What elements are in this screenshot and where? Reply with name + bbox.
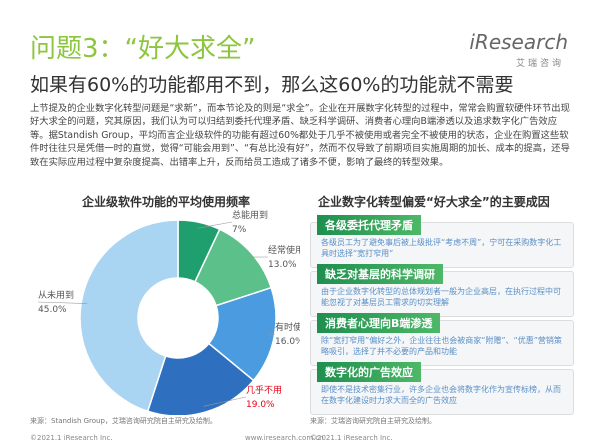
slice-value: 19.0% (246, 400, 275, 410)
donut-chart: 总能用到 7% 经常使用 13.0% 有时使用 16.0% 几乎不用 19.0% 从未用到 45.… (37, 209, 300, 415)
slice-value: 13.0% (268, 260, 297, 270)
cause-card: 各级委托代理矛盾各级员工为了避免事后被上级批评“考虑不周”，宁可在采购数字化工具… (310, 215, 574, 268)
slice-value: 7% (232, 225, 247, 235)
subtitle: 如果有60%的功能都用不到，那么这60%的功能就不需要 (30, 74, 514, 96)
slice-label: 从未用到 (38, 289, 74, 301)
body-text: 上节提及的企业数字化转型问题是“求新”，而本节论及的则是“求全”。企业在开展数字… (30, 103, 570, 168)
leader-line (268, 333, 276, 336)
cause-card: 数字化的广告效应即使不是技术密集行业，许多企业也会将数字化作为宣传标榜，从而在数… (310, 362, 574, 415)
logo-subtitle: 艾瑞咨询 (515, 59, 564, 69)
chart-source: 来源：Standish Group，艾瑞咨询研究院自主研究及绘制。 (30, 417, 217, 425)
slice-label: 有时使用 (275, 321, 300, 333)
footer-center: www.iresearch.com.cn (245, 434, 324, 442)
donut-slice (79, 219, 179, 413)
footer-left: ©2021.1 iResearch Inc. (30, 434, 113, 442)
cause-card: 缺乏对基层的科学调研由于企业数字化转型的总体规划者一般为企业高层，在执行过程中可… (310, 264, 574, 317)
cause-text: 由于企业数字化转型的总体规划者一般为企业高层，在执行过程中可能忽视了对基层员工需… (321, 287, 561, 307)
leader-line (203, 396, 247, 407)
cause-card: 消费者心理向B端渗透除“宽打窄用”偏好之外，企业往往也会被商家“附赠”、“优惠”… (310, 313, 574, 366)
slice-value: 16.0% (275, 337, 300, 347)
slice-label: 几乎不用 (246, 385, 282, 396)
slice-label: 经常使用 (268, 244, 300, 256)
donut-slice (146, 342, 255, 415)
leader-line (37, 301, 88, 304)
slice-label: 总能用到 (232, 209, 268, 221)
leader-line (198, 221, 233, 229)
logo: iResearch (469, 30, 568, 54)
cause-text: 各级员工为了避免事后被上级批评“考虑不周”，宁可在采购数字化工具时选择“宽打窄用… (321, 238, 562, 258)
slice-value: 45.0% (38, 305, 67, 315)
page-title: 问题3：“好大求全” (30, 34, 256, 64)
cause-title: 消费者心理向B端渗透 (317, 313, 441, 333)
cause-text: 即使不是技术密集行业，许多企业也会将数字化作为宣传标榜，从而在数字化建设时力求大… (321, 385, 561, 405)
cause-title: 各级委托代理矛盾 (317, 215, 421, 235)
causes-source: 来源：艾瑞咨询研究院自主研究及绘制。 (310, 417, 436, 425)
causes-title: 企业数字化转型偏爱“好大求全”的主要成因 (318, 195, 550, 209)
chart-title: 企业级软件功能的平均使用频率 (82, 195, 251, 209)
cause-title: 数字化的广告效应 (317, 362, 421, 382)
cause-text: 除“宽打窄用”偏好之外，企业往往也会被商家“附赠”、“优惠”营销策略吸引，选择了… (321, 336, 562, 356)
cause-title: 缺乏对基层的科学调研 (317, 264, 443, 284)
footer-right: ©2021.1 iResearch Inc. (310, 434, 393, 442)
